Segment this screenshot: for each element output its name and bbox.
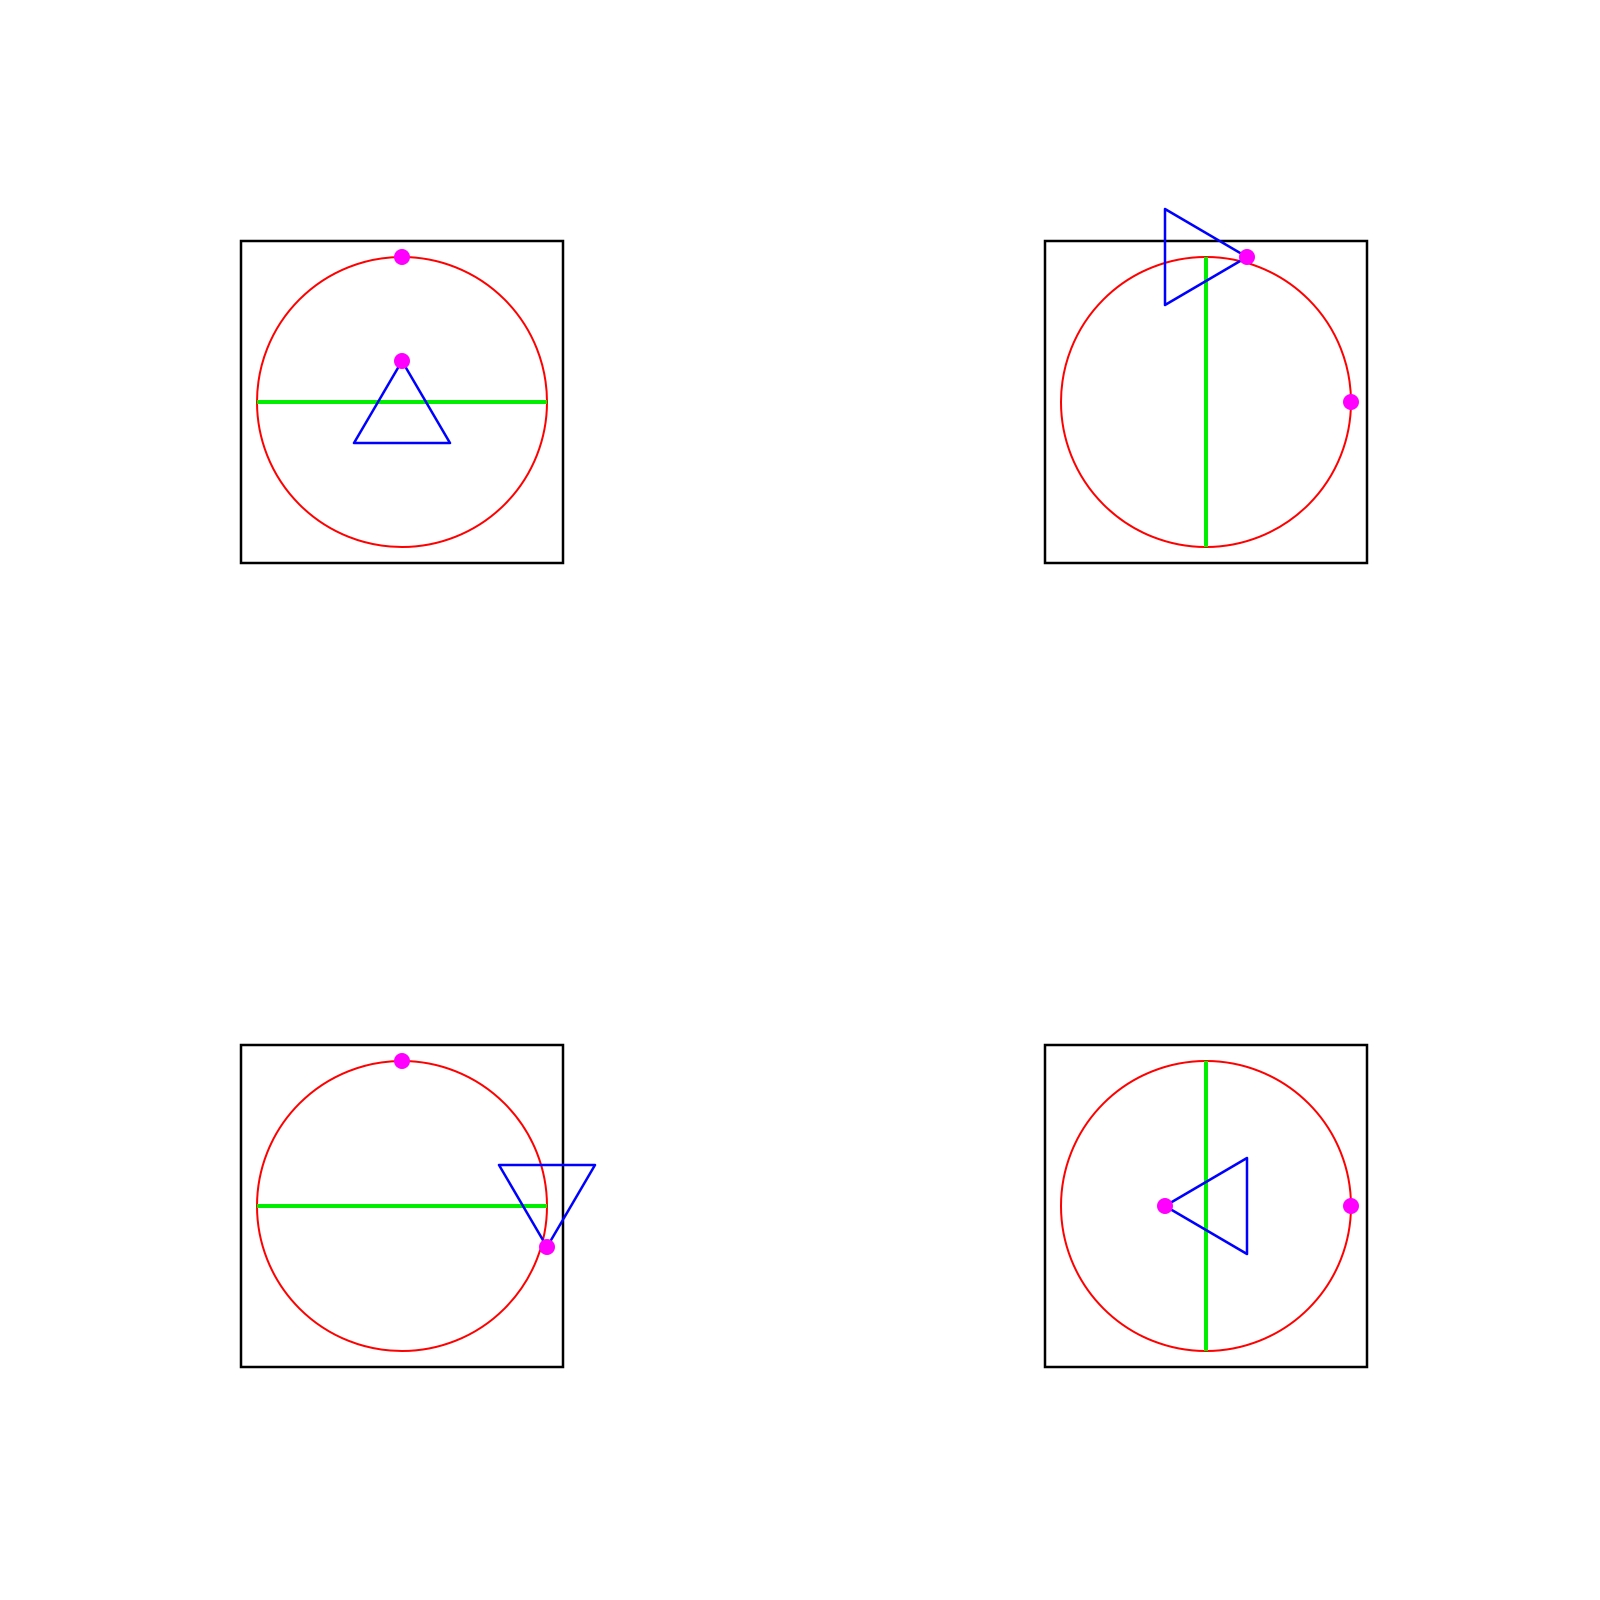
marker-circle-top: [394, 1053, 410, 1069]
marker-triangle-apex: [394, 353, 410, 369]
marker-triangle-apex: [1239, 249, 1255, 265]
marker-circle-right: [1343, 394, 1359, 410]
panel-top-left: [239, 239, 565, 565]
marker-circle-right: [1343, 1198, 1359, 1214]
blue-triangle: [1163, 207, 1249, 307]
marker-triangle-apex: [1157, 1198, 1173, 1214]
marker-circle-top: [394, 249, 410, 265]
panel-frame: [1043, 1043, 1369, 1369]
blue-triangle: [1163, 1156, 1249, 1256]
panel-top-right: [1043, 207, 1369, 565]
panel-bottom-right: [1043, 1043, 1369, 1369]
panel-frame: [1043, 239, 1369, 565]
panel-frame: [239, 239, 565, 565]
blue-triangle: [497, 1163, 597, 1249]
panel-frame: [239, 1043, 565, 1369]
marker-triangle-apex: [539, 1239, 555, 1255]
blue-triangle: [352, 359, 452, 445]
panel-bottom-left: [239, 1043, 597, 1369]
